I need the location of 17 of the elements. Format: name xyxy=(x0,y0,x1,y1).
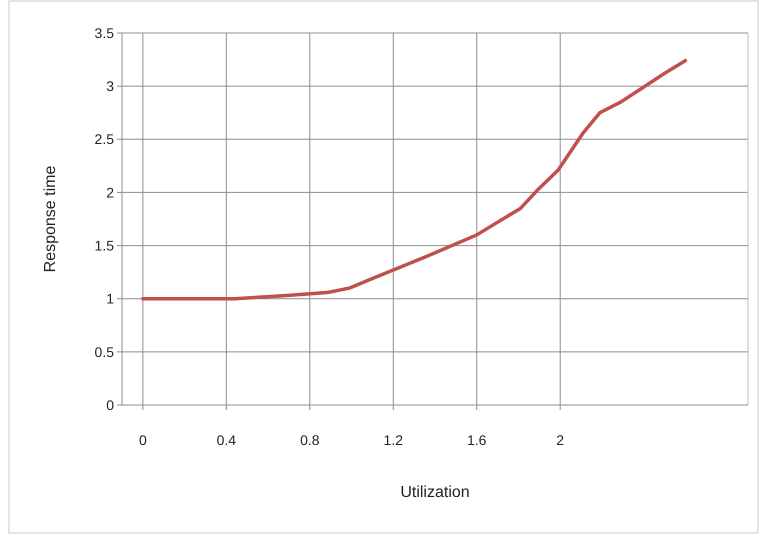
y-tick-label: 2.5 xyxy=(94,131,114,148)
x-axis-title: Utilization xyxy=(400,484,470,501)
y-tick-label: 3 xyxy=(106,78,114,94)
y-tick-label: 0.5 xyxy=(94,344,114,360)
x-tick-label: 0.8 xyxy=(300,432,320,448)
x-tick-label: 1.6 xyxy=(467,432,487,448)
x-tick-label: 2 xyxy=(556,432,564,448)
line-series xyxy=(141,58,688,300)
x-tick-label: 0.4 xyxy=(216,432,236,448)
y-tick-label: 3.5 xyxy=(94,24,114,41)
x-tick-label: 0 xyxy=(138,432,147,448)
y-tick-label: 1.5 xyxy=(94,237,114,254)
x-tick-label: 1.2 xyxy=(384,432,404,448)
y-tick-label: 2 xyxy=(106,184,114,200)
y-tick-label: 1 xyxy=(106,290,114,307)
y-tick-label: 0 xyxy=(106,396,114,413)
y-axis-title: Response time xyxy=(42,166,59,272)
